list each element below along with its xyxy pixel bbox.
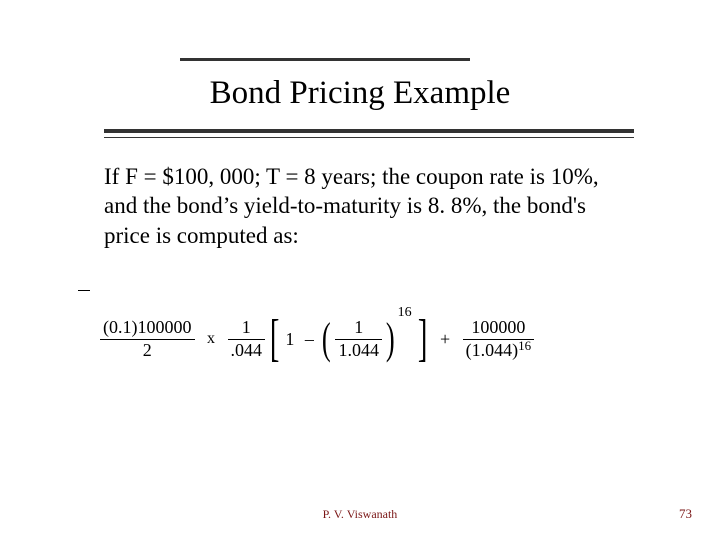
formula: (0.1)100000 2 x 1 .044 [ 1 – ( 1 1.044 )… — [100, 313, 640, 393]
fraction-coupon: (0.1)100000 2 — [100, 318, 195, 361]
fraction-face: 100000 (1.044)16 — [463, 318, 535, 361]
right-paren-icon: ) — [386, 317, 395, 361]
body-paragraph: If F = $100, 000; T = 8 years; the coupo… — [104, 162, 624, 250]
multiply-symbol: x — [199, 330, 223, 348]
den-exp: 16 — [518, 338, 531, 353]
frac-num: 1 — [228, 318, 266, 340]
bracket-one: 1 — [283, 329, 296, 350]
frac-num: (0.1)100000 — [100, 318, 195, 340]
fraction-rate: 1 .044 — [228, 318, 266, 361]
title-underline-thin — [104, 137, 634, 138]
plus-symbol: + — [432, 329, 458, 350]
footer-author: P. V. Viswanath — [0, 507, 720, 522]
den-base: (1.044) — [466, 340, 519, 360]
footer-page-number: 73 — [679, 506, 692, 522]
left-paren-icon: ( — [322, 317, 331, 361]
fraction-inner: 1 1.044 — [335, 318, 382, 361]
right-bracket-icon: ] — [418, 313, 428, 365]
slide: Bond Pricing Example If F = $100, 000; T… — [0, 0, 720, 540]
left-bracket-icon: [ — [269, 313, 279, 365]
frac-num: 100000 — [463, 318, 535, 340]
frac-num: 1 — [335, 318, 382, 340]
slide-title: Bond Pricing Example — [0, 75, 720, 112]
frac-den: (1.044)16 — [463, 340, 535, 361]
frac-den: 2 — [100, 340, 195, 361]
exponent-outer: 16 — [398, 305, 412, 321]
minus-symbol: – — [301, 329, 318, 350]
title-underline-thick — [104, 129, 634, 133]
frac-den: 1.044 — [335, 340, 382, 361]
top-rule — [180, 58, 470, 61]
bullet-dash-icon — [78, 290, 90, 291]
frac-den: .044 — [228, 340, 266, 361]
